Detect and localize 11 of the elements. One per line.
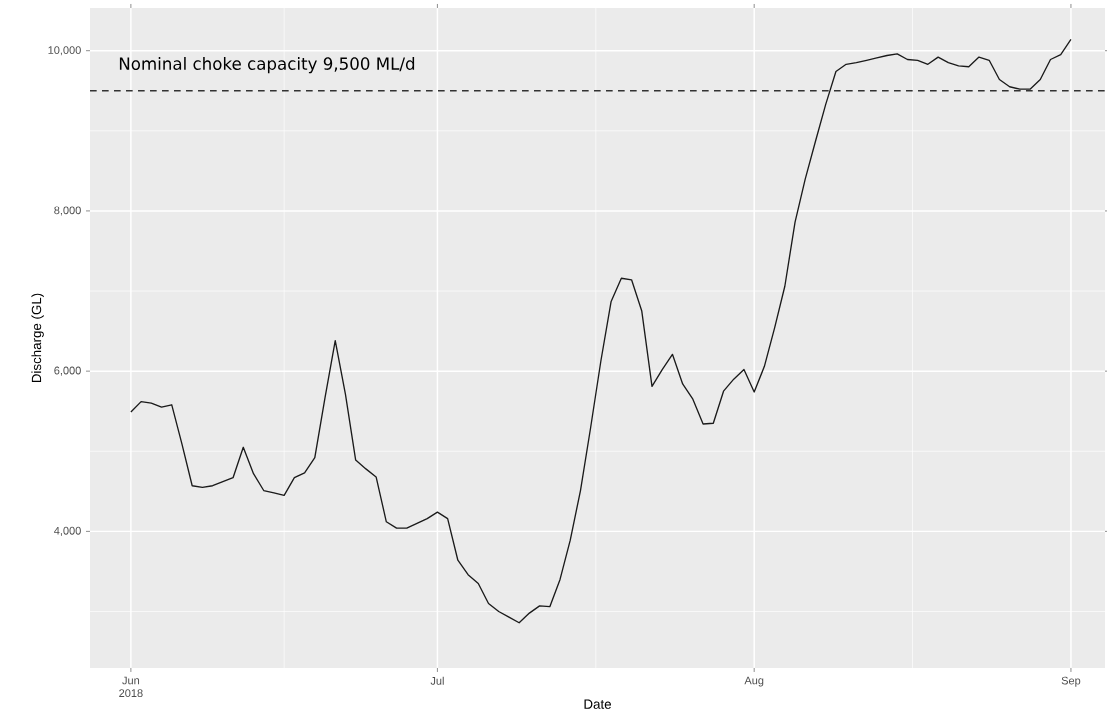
x-tick-label: Jun 2018 — [119, 676, 143, 698]
x-tick-label: Jul — [430, 676, 444, 685]
x-tick-label: Aug — [744, 676, 764, 687]
y-tick-label: 4,000 — [54, 526, 81, 536]
x-tick-label: Sep — [1061, 676, 1081, 687]
ref-line-label: Nominal choke capacity 9,500 ML/d — [119, 57, 415, 74]
y-tick-label: 10,000 — [48, 46, 81, 56]
x-axis-title: Date — [584, 699, 611, 709]
y-axis-title: Discharge (GL) — [31, 293, 44, 383]
y-tick-label: 6,000 — [54, 366, 81, 376]
y-tick-label: 8,000 — [54, 206, 81, 216]
